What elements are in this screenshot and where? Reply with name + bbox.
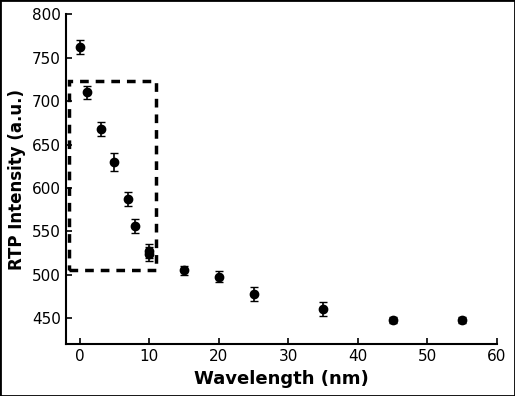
X-axis label: Wavelength (nm): Wavelength (nm)	[194, 370, 369, 388]
Bar	[69, 81, 156, 270]
Y-axis label: RTP Intensity (a.u.): RTP Intensity (a.u.)	[8, 89, 26, 270]
